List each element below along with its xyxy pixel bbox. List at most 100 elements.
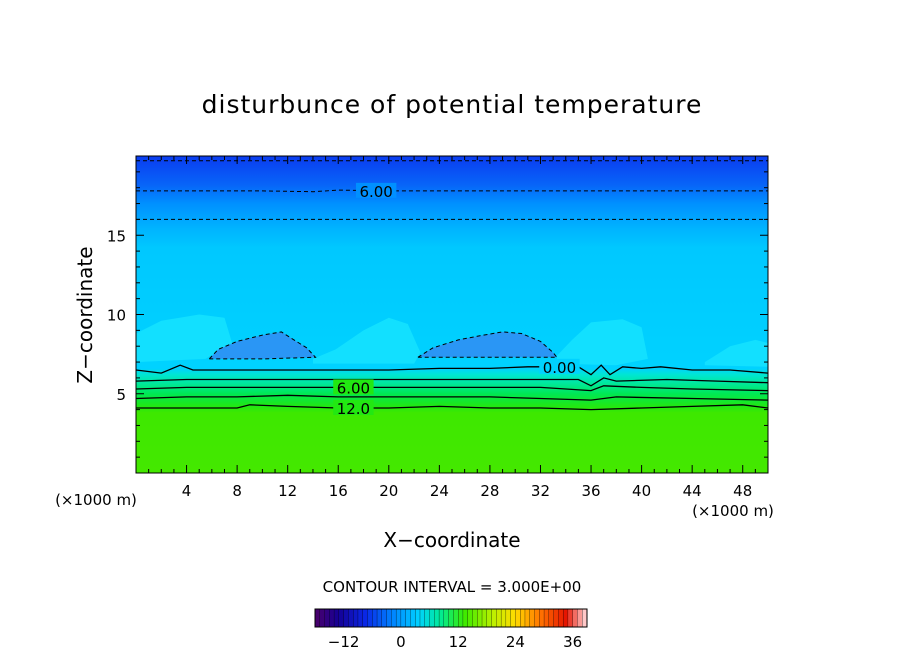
colorbar-cell — [543, 608, 550, 628]
colorbar-cell — [434, 608, 440, 628]
field-patches — [136, 314, 768, 367]
plot-area — [136, 156, 768, 473]
colorbar-cell — [472, 608, 478, 628]
axis-ticks — [136, 156, 768, 473]
x-tick-label: 16 — [329, 482, 348, 500]
contour-label-bg — [355, 182, 397, 198]
colorbar-cell — [424, 608, 430, 628]
colorbar-frame — [314, 608, 588, 628]
colorbar-tick-label: 36 — [563, 633, 582, 651]
contour-label-bg — [333, 379, 374, 395]
contour-line — [136, 404, 768, 411]
colorbar-tick-label: 12 — [449, 633, 468, 651]
colorbar-cell — [553, 608, 559, 628]
colorbar-cell — [534, 608, 540, 628]
contour-line — [136, 364, 768, 376]
colorbar-cell — [386, 608, 392, 628]
colorbar-cell — [324, 608, 330, 628]
colorbar-cell — [367, 608, 373, 628]
colorbar-cell — [562, 608, 569, 628]
colorbar-cell — [362, 608, 368, 628]
colorbar-cell — [491, 608, 497, 628]
colorbar-tick-label: −12 — [328, 633, 360, 651]
colorbar-cell — [410, 608, 416, 628]
colorbar-cell — [458, 608, 464, 628]
contour-label-bg — [333, 400, 374, 416]
x-tick-label: 48 — [733, 482, 752, 500]
colorbar-cell — [343, 608, 349, 628]
cold-bubble — [417, 331, 557, 358]
cyan-wave-patch — [136, 314, 233, 363]
colorbar-cell — [400, 608, 407, 628]
colorbar-cell — [333, 608, 340, 628]
colorbar-cell — [329, 608, 335, 628]
colorbar-cell — [539, 608, 545, 628]
colorbar-cell — [467, 608, 473, 628]
contour-interval-text: CONTOUR INTERVAL = 3.000E+00 — [323, 578, 582, 596]
contour-label-bg — [539, 358, 580, 374]
x-tick-label: 40 — [632, 482, 651, 500]
contour-label: 6.00 — [337, 379, 370, 397]
colorbar-cell — [395, 608, 402, 628]
y-tick-label: 5 — [116, 386, 126, 404]
colorbar-cell — [505, 608, 512, 628]
colorbar-cell — [515, 608, 521, 628]
colorbar-tick-label: 24 — [506, 633, 525, 651]
contour-line — [136, 385, 768, 392]
colorbar-cell — [391, 608, 397, 628]
y-axis-label: Z−coordinate — [73, 246, 97, 383]
colorbar-cell — [405, 608, 411, 628]
x-unit-right: (×1000 m) — [692, 502, 774, 520]
colorbar-cell — [567, 608, 574, 628]
contour-line — [417, 331, 558, 358]
colorbar-cell — [486, 608, 493, 628]
x-tick-label: 44 — [683, 482, 702, 500]
contour-line — [136, 394, 768, 401]
colorbar-cell — [500, 608, 507, 628]
colorbar-cell — [572, 608, 578, 628]
colorbar-cell — [548, 608, 555, 628]
colorbar-cell — [510, 608, 516, 628]
contour-label: 12.0 — [337, 400, 370, 418]
cold-bubble — [209, 331, 316, 359]
y-tick-label: 10 — [107, 307, 126, 325]
colorbar-tick-label: 0 — [396, 633, 406, 651]
colorbar-cell — [558, 608, 564, 628]
contour-labels: 6.00 0.00 6.00 12.0 — [333, 182, 580, 418]
x-unit-left: (×1000 m) — [55, 491, 137, 509]
colorbar-cell — [357, 608, 364, 628]
colorbar-cell — [453, 608, 459, 628]
cyan-wave-patch — [704, 339, 768, 367]
colorbar-cell — [319, 608, 325, 628]
colorbar-cell — [376, 608, 383, 628]
colorbar-cell — [443, 608, 450, 628]
x-tick-label: 32 — [531, 482, 550, 500]
colorbar-cell — [481, 608, 488, 628]
colorbar-cell — [438, 608, 445, 628]
field-background — [136, 156, 768, 473]
colorbar-cell — [353, 608, 359, 628]
colorbar-cell — [338, 608, 345, 628]
colorbar-cell — [520, 608, 526, 628]
x-tick-label: 12 — [278, 482, 297, 500]
y-tick-label: 15 — [107, 227, 126, 245]
x-tick-label: 24 — [430, 482, 449, 500]
x-tick-labels: 4 8 12 16 20 24 28 32 36 40 44 48 — [182, 482, 752, 500]
contour-line — [136, 377, 768, 387]
cyan-wave-patch — [313, 317, 421, 364]
colorbar-tick-labels: −12 0 12 24 36 — [328, 633, 582, 651]
colorbar-cell — [372, 608, 378, 628]
colorbar — [314, 608, 588, 628]
contour-label: 6.00 — [359, 183, 392, 201]
colorbar-cell — [419, 608, 426, 628]
colorbar-cell — [477, 608, 483, 628]
colorbar-cell — [529, 608, 535, 628]
x-tick-label: 8 — [232, 482, 242, 500]
x-tick-label: 4 — [182, 482, 192, 500]
x-tick-label: 28 — [480, 482, 499, 500]
colorbar-cell — [462, 608, 469, 628]
x-tick-label: 20 — [379, 482, 398, 500]
y-tick-labels: 5 10 15 — [107, 227, 126, 404]
colorbar-cell — [415, 608, 421, 628]
